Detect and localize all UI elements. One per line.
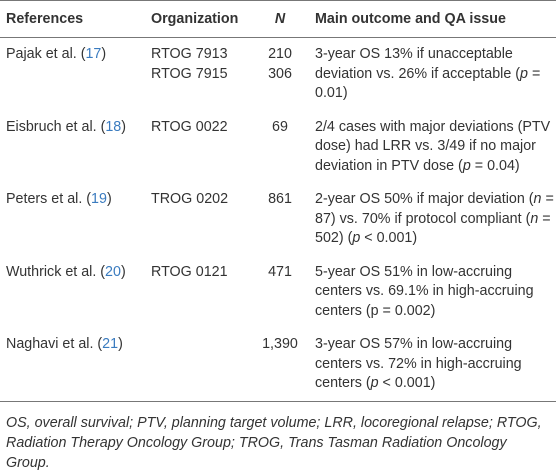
organization: RTOG 0121 (151, 263, 228, 280)
outcome-text: = 87) vs. 70% if protocol compliant ( (315, 191, 554, 227)
n-cell: 861 (245, 183, 309, 256)
reference-text: Eisbruch et al. ( (6, 118, 106, 135)
n-cell: 210 306 (245, 38, 309, 111)
outcome-cell: 3-year OS 13% if unacceptable deviation … (309, 38, 556, 111)
n-value: 306 (268, 65, 292, 82)
outcome-text: < 0.001) (378, 375, 436, 391)
row: Eisbruch et al. (18) RTOG 0022 69 2/4 cases… (0, 111, 556, 184)
organization-cell: RTOG 7913 RTOG 7915 (145, 38, 245, 111)
citation: 21 (102, 336, 119, 352)
reference-text: Pajak et al. ( (6, 46, 86, 62)
row: Wuthrick et al. (20) RTOG 0121 471 5-year O… (0, 256, 556, 329)
citation: 18 (105, 118, 122, 135)
reference-text: ) (121, 118, 126, 135)
n-cell: 1,390 (245, 328, 309, 402)
outcome-text: 2-year OS 50% if major deviation ( (315, 191, 534, 207)
reference-text: Naghavi et al. ( (6, 336, 103, 352)
outcome-cell: 2-year OS 50% if major deviation (n = 87… (309, 183, 556, 256)
italic-symbol: p (370, 375, 379, 391)
header-cell: N (245, 0, 309, 38)
organization-cell: RTOG 0121 (145, 256, 245, 329)
reference-text: ) (106, 191, 112, 207)
header-cell: References (0, 0, 145, 38)
reference-cell: Naghavi et al. (21) (0, 328, 145, 402)
outcome-text: < 0.001) (360, 230, 418, 246)
reference-cell: Wuthrick et al. (20) (0, 256, 145, 329)
italic-symbol: p (462, 157, 471, 174)
reference-cell: Pajak et al. (17) (0, 38, 145, 111)
reference-text: Wuthrick et al. ( (6, 263, 106, 280)
reference-cell: Peters et al. (19) (0, 183, 145, 256)
n-cell: 471 (245, 256, 309, 329)
italic-symbol: p (352, 230, 361, 246)
citation: 20 (105, 263, 121, 280)
outcome-text: = 0.01) (315, 65, 541, 102)
outcome-cell: 5-year OS 51% in low-accruing centers vs… (309, 256, 556, 329)
n-value: 471 (268, 263, 292, 280)
header-cell: Organization (145, 0, 245, 38)
reference-cell: Eisbruch et al. (18) (0, 111, 145, 184)
header-cell: Main outcome and QA issue (309, 0, 556, 38)
outcome-cell: 3-year OS 57% in low-accruing centers vs… (309, 328, 556, 402)
citation: 19 (91, 191, 107, 207)
organization: TROG 0202 (151, 191, 229, 207)
outcome-text: = 502) ( (315, 210, 551, 247)
organization: RTOG 7913 (151, 46, 228, 62)
n-value: 861 (268, 191, 292, 207)
italic-symbol: n (530, 210, 539, 227)
n-value: 1,390 (262, 336, 298, 352)
organization: RTOG 0022 (151, 118, 228, 135)
reference-text: ) (101, 46, 107, 62)
citation: 17 (85, 46, 102, 62)
table: References Organization N Main outcome a… (0, 0, 556, 402)
reference-text: ) (120, 263, 126, 280)
row: Peters et al. (19) TROG 0202 861 2-year OS … (0, 183, 556, 256)
n-cell: 69 (245, 111, 309, 184)
outcome-text: 5-year OS 51% in low-accruing centers vs… (315, 263, 534, 319)
outcome-text: 3-year OS 13% if unacceptable deviation … (315, 46, 521, 82)
italic-symbol: n (533, 191, 542, 207)
row: Naghavi et al. (21) 1,390 3-year OS 57% in… (0, 328, 556, 402)
reference-text: Peters et al. ( (6, 191, 92, 207)
outcome-cell: 2/4 cases with major deviations (PTV dos… (309, 111, 556, 184)
outcome-text: 3-year OS 57% in low-accruing centers vs… (315, 336, 522, 391)
row: Pajak et al. (17) RTOG 7913 RTOG 7915 210 30… (0, 38, 556, 111)
outcome-text: = 0.04) (470, 157, 520, 174)
organization-cell (145, 328, 245, 402)
n-value: 69 (272, 118, 288, 135)
organization: RTOG 7915 (151, 65, 228, 82)
organization-cell: TROG 0202 (145, 183, 245, 256)
italic-symbol: p (520, 65, 528, 82)
n-value: 210 (268, 46, 292, 62)
organization-cell: RTOG 0022 (145, 111, 245, 184)
footnote: OS, overall survival; PTV, planning targ… (6, 414, 542, 471)
reference-text: ) (118, 336, 123, 352)
outcome-text: 2/4 cases with major deviations (PTV dos… (315, 118, 551, 174)
header-row: References Organization N Main outcome a… (0, 0, 556, 38)
